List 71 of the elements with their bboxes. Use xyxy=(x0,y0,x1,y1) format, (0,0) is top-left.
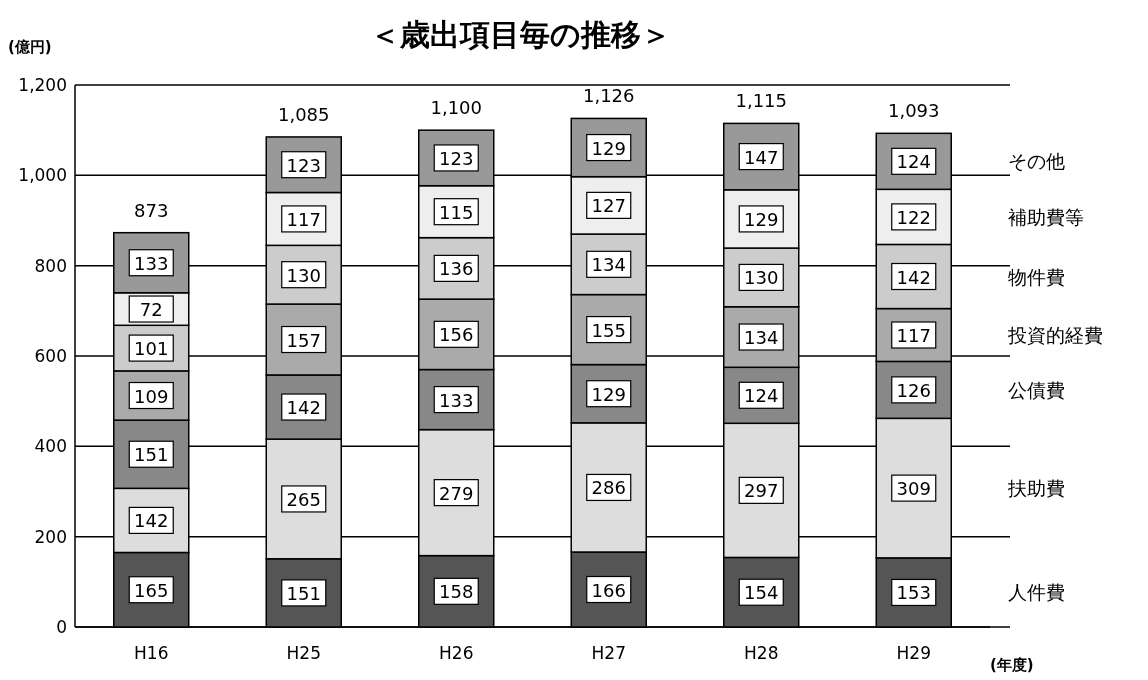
data-label: 165 xyxy=(134,579,169,601)
x-tick-label: H29 xyxy=(896,643,931,663)
data-label: 122 xyxy=(896,206,931,228)
text: 物件費 xyxy=(1008,265,1065,288)
data-label: 129 xyxy=(591,137,626,159)
data-label: 130 xyxy=(744,267,779,289)
y-tick-label: 1,200 xyxy=(18,75,67,95)
chart-title: ＜歳出項目毎の推移＞ xyxy=(369,17,671,52)
data-label: 126 xyxy=(896,379,931,401)
text: 投資的経費 xyxy=(1007,324,1103,346)
y-tick-label: 400 xyxy=(34,436,67,457)
data-label: 142 xyxy=(896,266,931,288)
x-tick-label: H27 xyxy=(591,643,626,663)
text: 補助費等 xyxy=(1008,205,1084,228)
data-label: 151 xyxy=(134,444,169,466)
data-label: 123 xyxy=(439,147,474,169)
x-tick-label: H25 xyxy=(286,643,321,663)
data-label: 115 xyxy=(439,201,474,223)
data-label: 133 xyxy=(134,252,169,274)
y-tick-label: 600 xyxy=(34,346,67,366)
text: 人件費 xyxy=(1008,581,1065,604)
data-label: 134 xyxy=(744,327,779,349)
y-tick-label: 0 xyxy=(56,617,67,637)
data-label: 309 xyxy=(896,478,931,500)
data-label: 117 xyxy=(896,325,931,346)
data-label: 156 xyxy=(439,324,474,346)
data-label: 123 xyxy=(286,154,321,176)
x-tick-label: H28 xyxy=(744,643,779,663)
data-label: 153 xyxy=(896,582,931,604)
text: 公債費 xyxy=(1008,378,1065,401)
data-label: 129 xyxy=(744,208,779,230)
x-tick-label: H26 xyxy=(439,643,474,663)
data-label: 154 xyxy=(744,582,779,604)
data-label: 155 xyxy=(591,319,626,341)
y-axis-title: (億円) xyxy=(8,38,52,56)
total-label: 1,115 xyxy=(735,90,788,112)
text: 扶助費 xyxy=(1007,477,1065,500)
data-label: 109 xyxy=(134,385,169,407)
text: その他 xyxy=(1008,150,1065,173)
data-label: 279 xyxy=(439,482,474,504)
x-tick-label: H16 xyxy=(134,643,169,663)
data-label: 133 xyxy=(439,389,474,411)
x-axis-title: (年度) xyxy=(990,656,1034,674)
total-label: 1,100 xyxy=(430,97,483,119)
data-label: 117 xyxy=(286,208,321,230)
data-label: 130 xyxy=(286,264,321,286)
total-label: 873 xyxy=(134,199,169,221)
data-label: 129 xyxy=(591,383,626,405)
data-label: 72 xyxy=(139,299,163,321)
data-label: 297 xyxy=(744,480,779,502)
data-label: 151 xyxy=(286,582,321,604)
data-label: 127 xyxy=(591,195,626,217)
y-tick-label: 1,000 xyxy=(18,165,67,186)
data-label: 136 xyxy=(439,258,474,280)
data-label: 101 xyxy=(134,338,169,360)
data-label: 142 xyxy=(286,397,321,419)
total-label: 1,126 xyxy=(582,85,635,107)
data-label: 142 xyxy=(134,510,169,532)
y-tick-label: 200 xyxy=(34,526,67,547)
data-label: 166 xyxy=(591,579,626,601)
data-label: 147 xyxy=(744,146,779,168)
data-label: 134 xyxy=(591,254,626,276)
data-label: 158 xyxy=(439,581,474,603)
data-label: 124 xyxy=(744,385,779,407)
data-label: 265 xyxy=(286,488,321,510)
data-label: 124 xyxy=(896,151,931,173)
data-label: 286 xyxy=(591,477,626,499)
total-label: 1,093 xyxy=(887,100,940,122)
data-label: 157 xyxy=(286,329,321,351)
total-label: 1,085 xyxy=(277,103,330,125)
y-tick-label: 800 xyxy=(34,255,67,276)
